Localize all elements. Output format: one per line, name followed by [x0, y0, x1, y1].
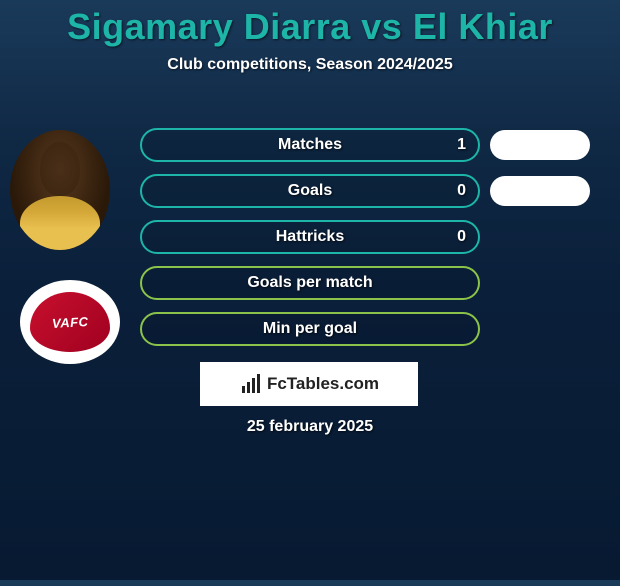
branding-badge: FcTables.com: [200, 362, 418, 406]
stat-label: Goals: [142, 182, 478, 200]
stat-label: Matches: [142, 136, 478, 154]
stat-pill-left: Min per goal: [140, 312, 480, 346]
player-left-avatar: [10, 130, 110, 250]
stat-label: Goals per match: [142, 274, 478, 292]
stat-row-goals: Goals 0: [140, 174, 600, 208]
branding-text: FcTables.com: [267, 374, 379, 394]
subtitle: Club competitions, Season 2024/2025: [0, 56, 620, 74]
stat-pill-left: Goals 0: [140, 174, 480, 208]
stat-row-hattricks: Hattricks 0: [140, 220, 600, 254]
stat-pill-left: Hattricks 0: [140, 220, 480, 254]
date-text: 25 february 2025: [0, 418, 620, 436]
stat-label: Hattricks: [142, 228, 478, 246]
stat-row-goals-per-match: Goals per match: [140, 266, 600, 300]
stat-pill-right: [490, 130, 590, 160]
stats-comparison: Matches 1 Goals 0 Hattricks 0 Goals per …: [140, 128, 600, 358]
stat-pill-left: Goals per match: [140, 266, 480, 300]
stat-value-left: 1: [457, 136, 466, 154]
stat-pill-right: [490, 176, 590, 206]
club-badge-shield: VAFC: [30, 292, 110, 352]
stat-value-left: 0: [457, 228, 466, 246]
stat-row-matches: Matches 1: [140, 128, 600, 162]
page-title: Sigamary Diarra vs El Khiar: [0, 6, 620, 48]
stat-row-min-per-goal: Min per goal: [140, 312, 600, 346]
player-left-club-badge: VAFC: [20, 280, 120, 364]
stat-value-left: 0: [457, 182, 466, 200]
bar-chart-icon: [239, 372, 263, 396]
stat-pill-left: Matches 1: [140, 128, 480, 162]
stat-label: Min per goal: [142, 320, 478, 338]
club-badge-text: VAFC: [51, 314, 88, 331]
